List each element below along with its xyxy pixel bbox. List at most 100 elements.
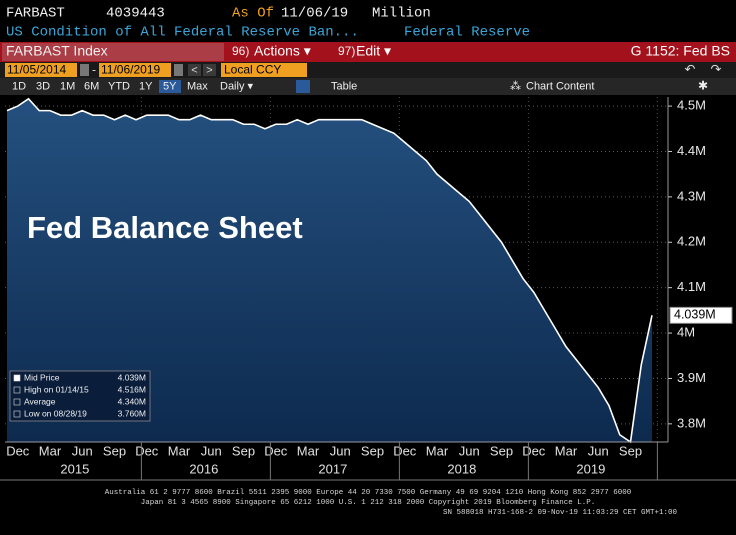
legend-value: 4.340M bbox=[118, 396, 146, 406]
actions-num[interactable]: 96) bbox=[232, 44, 249, 58]
period-tab[interactable]: 6M bbox=[84, 80, 99, 92]
legend-value: 3.760M bbox=[118, 408, 146, 418]
footer-line: Australia 61 2 9777 8600 Brazil 5511 239… bbox=[105, 489, 632, 497]
currency-box[interactable] bbox=[221, 63, 307, 77]
tab-bar bbox=[0, 78, 736, 95]
edit-num[interactable]: 97) bbox=[338, 44, 355, 58]
prev-icon[interactable]: < bbox=[191, 64, 197, 76]
end-date[interactable]: 11/06/2019 bbox=[101, 63, 160, 77]
period-tab[interactable]: 1D bbox=[12, 80, 26, 92]
year-label: 2015 bbox=[60, 461, 89, 476]
footer-line: Japan 81 3 4565 8900 Singapore 65 6212 1… bbox=[141, 499, 596, 507]
y-tick-label: 4.2M bbox=[677, 234, 706, 249]
next-button[interactable] bbox=[203, 64, 216, 76]
calendar-icon[interactable] bbox=[174, 64, 183, 76]
calendar-icon[interactable] bbox=[80, 64, 89, 76]
units: Million bbox=[372, 6, 431, 22]
annotation: Fed Balance Sheet bbox=[27, 210, 303, 245]
legend-marker bbox=[13, 398, 21, 406]
next-icon[interactable]: > bbox=[206, 64, 212, 76]
currency[interactable]: Local CCY bbox=[224, 63, 281, 77]
period-tab[interactable]: 1M bbox=[60, 80, 75, 92]
start-date-box[interactable] bbox=[5, 63, 77, 77]
x-tick-label: Dec bbox=[522, 443, 546, 458]
period-tab[interactable]: 1Y bbox=[139, 80, 153, 92]
legend-value: 4.039M bbox=[118, 372, 146, 382]
x-tick-label: Mar bbox=[426, 443, 449, 458]
period-tabs: 1D 3D 1M 6M YTD 1Y 5Y Max Daily ▾ bbox=[12, 80, 254, 93]
year-label: 2017 bbox=[318, 461, 347, 476]
y-tick-label: 4M bbox=[677, 324, 695, 339]
start-date[interactable]: 11/05/2014 bbox=[7, 63, 66, 77]
legend-label: High on 01/14/15 bbox=[24, 384, 89, 394]
x-tick-label: Sep bbox=[232, 443, 255, 458]
settings-icon[interactable]: ✱ bbox=[698, 79, 708, 93]
undo-icon[interactable]: ↶ bbox=[685, 61, 696, 76]
chart-content-icon[interactable]: ⁂ bbox=[510, 80, 521, 92]
x-tick-label: Mar bbox=[39, 443, 62, 458]
line bbox=[6, 97, 653, 444]
x-tick-label: Jun bbox=[459, 443, 480, 458]
legend-marker bbox=[13, 374, 21, 382]
actions-button[interactable]: Actions ▾ bbox=[254, 43, 311, 59]
security: FARBAST Index bbox=[6, 43, 108, 59]
redo-icon[interactable]: ↷ bbox=[711, 61, 722, 76]
x-tick-label: Dec bbox=[135, 443, 159, 458]
legend-marker bbox=[13, 386, 21, 394]
year-label: 2016 bbox=[189, 461, 218, 476]
x-tick-label: Mar bbox=[297, 443, 320, 458]
y-tick-label: 3.8M bbox=[677, 415, 706, 430]
x-tick-label: Sep bbox=[619, 443, 642, 458]
x-tick-label: Dec bbox=[264, 443, 288, 458]
x-tick-label: Mar bbox=[168, 443, 191, 458]
area-fill bbox=[7, 98, 652, 442]
period-tab[interactable]: 5Y bbox=[163, 80, 177, 92]
page-code: G 1152: Fed BS bbox=[631, 43, 730, 59]
axes: 3.8M 3.9M 4M 4.1M 4.2M 4.3M 4.4M 4.5M Dec Mar Jun S… bbox=[0, 97, 736, 481]
legend: Mid Price 4.039M High on 01/14/15 4.516M Ave… bbox=[9, 370, 151, 422]
x-tick-label: Jun bbox=[588, 443, 609, 458]
x-tick-label: Sep bbox=[361, 443, 384, 458]
y-tick-label: 4.5M bbox=[677, 98, 706, 113]
edit-button[interactable]: Edit ▾ bbox=[356, 43, 391, 59]
x-tick-label: Mar bbox=[555, 443, 578, 458]
prev-button[interactable] bbox=[188, 64, 201, 76]
price-tag bbox=[669, 306, 733, 324]
description: US Condition of All Federal Reserve Ban.… bbox=[6, 25, 359, 41]
source: Federal Reserve bbox=[404, 25, 530, 41]
y-tick-label: 3.9M bbox=[677, 370, 706, 385]
period-tab[interactable]: Max bbox=[187, 80, 208, 92]
y-tick-label: 4.3M bbox=[677, 188, 706, 203]
legend-value: 4.516M bbox=[118, 384, 146, 394]
command-bar bbox=[0, 42, 736, 62]
period-tab[interactable]: 3D bbox=[36, 80, 50, 92]
table-button[interactable]: Table bbox=[331, 80, 357, 92]
x-tick-label: Jun bbox=[72, 443, 93, 458]
price-tag-label: 4.039M bbox=[674, 308, 716, 322]
as-of-date: 11/06/19 bbox=[281, 6, 348, 22]
footer-line: SN 588018 H731-168-2 09-Nov-19 11:03:29 … bbox=[443, 509, 678, 517]
period-tab[interactable]: YTD bbox=[108, 80, 130, 92]
y-tick-label: 4.4M bbox=[677, 143, 706, 158]
x-tick-label: Sep bbox=[103, 443, 126, 458]
plot bbox=[5, 97, 668, 444]
legend-box bbox=[9, 370, 151, 422]
frequency[interactable]: Daily ▾ bbox=[220, 80, 254, 92]
date-bar bbox=[0, 62, 736, 78]
date-dash: - bbox=[92, 63, 96, 77]
legend-label: Low on 08/28/19 bbox=[24, 408, 87, 418]
chart-content-button[interactable]: Chart Content bbox=[526, 80, 594, 92]
x-tick-label: Sep bbox=[490, 443, 513, 458]
year-label: 2018 bbox=[447, 461, 476, 476]
line-chart-icon[interactable] bbox=[296, 80, 310, 93]
ticker: FARBAST bbox=[6, 6, 65, 22]
year-label: 2019 bbox=[576, 461, 605, 476]
legend-marker bbox=[13, 410, 21, 418]
y-tick-label: 4.1M bbox=[677, 279, 706, 294]
active-tab[interactable] bbox=[159, 80, 181, 93]
end-date-box[interactable] bbox=[99, 63, 171, 77]
security-box bbox=[2, 43, 224, 61]
x-tick-label: Dec bbox=[6, 443, 30, 458]
